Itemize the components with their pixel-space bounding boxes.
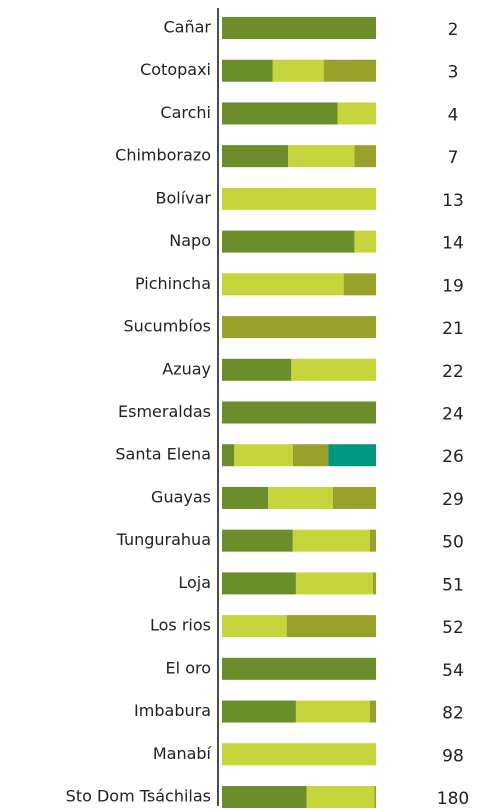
bar-segment — [222, 444, 235, 467]
bar-segment — [222, 486, 269, 509]
bar-segment — [369, 529, 376, 552]
category-label: Imbabura — [134, 701, 211, 720]
bar-segment — [222, 187, 376, 210]
bar-segment — [332, 486, 376, 509]
bar-segment — [268, 486, 333, 509]
bar-segment — [292, 529, 370, 552]
bar-segment — [222, 529, 293, 552]
total-label: 50 — [442, 533, 464, 553]
category-label: Chimborazo — [115, 146, 211, 165]
category-label: Cotopaxi — [140, 60, 211, 79]
bar-segment — [272, 59, 324, 82]
category-label: Los rios — [150, 616, 211, 635]
bar-segment — [343, 273, 376, 296]
total-label: 24 — [442, 405, 464, 425]
category-label: Santa Elena — [115, 445, 211, 464]
bar-segment — [369, 700, 376, 723]
bar-segment — [222, 273, 344, 296]
bar-segment — [295, 572, 373, 595]
bar-segment — [222, 615, 287, 638]
bar-segment — [234, 444, 293, 467]
total-label: 7 — [448, 148, 459, 168]
bar-segment — [222, 145, 289, 168]
total-label: 4 — [448, 105, 459, 125]
bar-segment — [222, 230, 355, 253]
total-label: 29 — [442, 490, 464, 510]
total-label: 51 — [442, 575, 464, 595]
bar-segment — [306, 786, 375, 808]
total-label: 54 — [442, 661, 464, 681]
category-label: Bolívar — [155, 188, 211, 207]
bar-segment — [222, 401, 376, 424]
total-label: 2 — [448, 20, 459, 40]
bar-segment — [328, 444, 376, 467]
total-label: 26 — [442, 447, 464, 467]
total-label: 180 — [437, 789, 469, 809]
total-label: 22 — [442, 362, 464, 382]
total-label: 14 — [442, 234, 464, 254]
bar-segment — [292, 444, 329, 467]
bar-segment — [222, 786, 307, 808]
bar-segment — [222, 700, 296, 723]
total-label: 52 — [442, 618, 464, 638]
total-label: 3 — [448, 63, 459, 83]
bar-segment — [372, 572, 376, 595]
bar-segment — [222, 316, 376, 339]
bar-segment — [222, 743, 376, 766]
category-label: Napo — [169, 231, 211, 250]
bar-segment — [323, 59, 376, 82]
total-label: 21 — [442, 319, 464, 339]
category-label: Tungurahua — [116, 530, 211, 549]
bar-segment — [354, 230, 376, 253]
category-label: Sucumbíos — [123, 317, 211, 336]
bar-segment — [222, 102, 338, 125]
bar-segment — [222, 17, 376, 39]
category-label: Guayas — [151, 487, 211, 506]
total-label: 19 — [442, 276, 464, 296]
category-label: Esmeraldas — [118, 402, 211, 421]
bar-segment — [354, 145, 376, 168]
bar-segment — [222, 572, 296, 595]
bar-segment — [222, 657, 376, 680]
category-label: Cañar — [164, 18, 212, 37]
category-label: Manabí — [153, 744, 212, 763]
bar-segment — [291, 358, 376, 381]
bar-segment — [295, 700, 370, 723]
total-label: 13 — [442, 191, 464, 211]
bar-segment — [337, 102, 376, 125]
category-label: Sto Dom Tsáchilas — [66, 787, 211, 806]
category-label: Carchi — [160, 103, 211, 122]
category-label: Loja — [178, 573, 211, 592]
total-label: 98 — [442, 746, 464, 766]
bar-segment — [222, 358, 292, 381]
bar-segment — [288, 145, 355, 168]
category-label: Pichincha — [135, 274, 211, 293]
category-label: Azuay — [162, 359, 211, 378]
bar-segment — [222, 59, 273, 82]
bar-segment — [374, 786, 376, 808]
category-label: El oro — [166, 658, 211, 677]
bar-segment — [286, 615, 376, 638]
total-label: 82 — [442, 704, 464, 724]
